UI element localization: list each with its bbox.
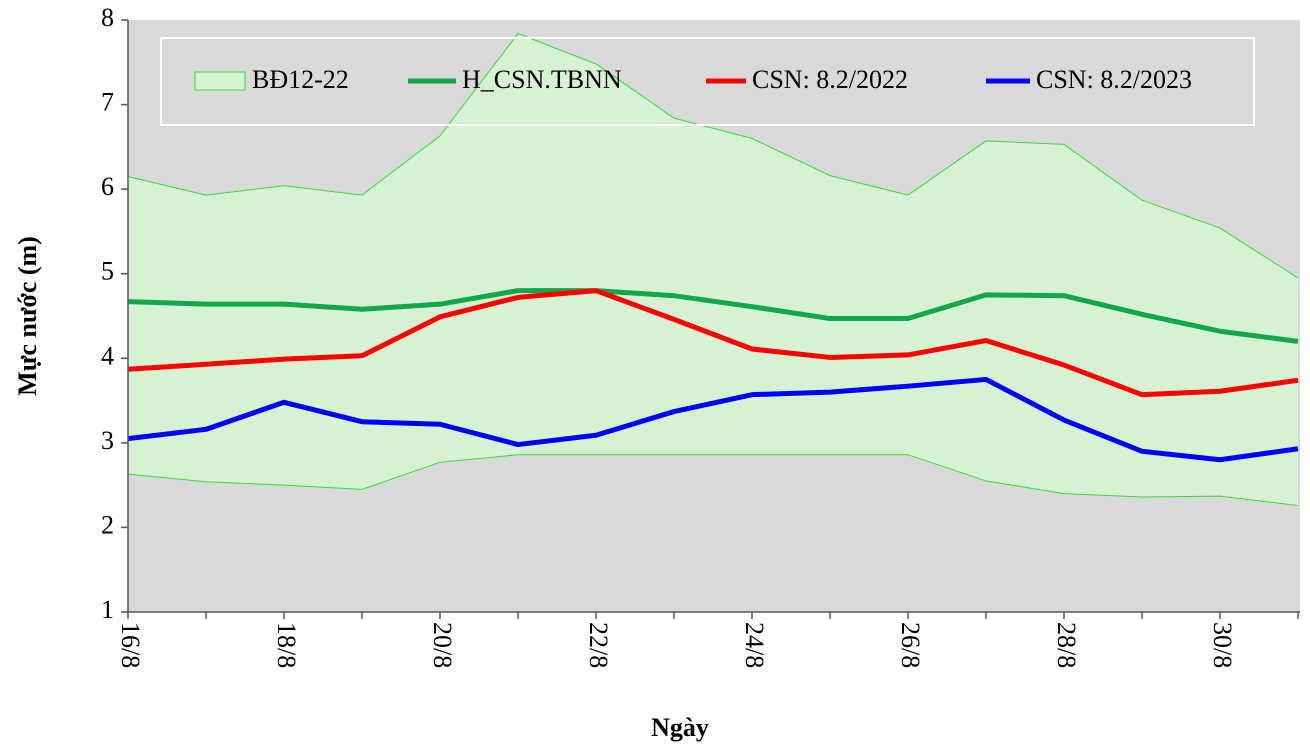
legend-box bbox=[160, 37, 1255, 126]
y-tick-label: 5 bbox=[101, 257, 114, 286]
x-tick-label: 30/8 bbox=[1208, 622, 1237, 668]
band-edge bbox=[127, 32, 1299, 279]
y-tick-label: 2 bbox=[101, 510, 114, 539]
band-edge bbox=[127, 454, 1299, 506]
x-tick-label: 16/8 bbox=[116, 622, 145, 668]
legend-label: CSN: 8.2/2023 bbox=[1036, 65, 1192, 94]
x-tick-label: 28/8 bbox=[1052, 622, 1081, 668]
y-tick-label: 8 bbox=[101, 3, 114, 32]
x-tick-label: 18/8 bbox=[272, 622, 301, 668]
y-tick-label: 6 bbox=[101, 172, 114, 201]
line bbox=[127, 288, 1299, 398]
line bbox=[127, 288, 1299, 344]
x-tick-label: 22/8 bbox=[584, 622, 613, 668]
line bbox=[127, 376, 1299, 463]
y-tick-label: 1 bbox=[101, 595, 114, 624]
x-tick-label: 20/8 bbox=[428, 622, 457, 668]
legend-label: BĐ12-22 bbox=[252, 65, 349, 94]
legend-label: CSN: 8.2/2022 bbox=[752, 65, 908, 94]
legend-label: H_CSN.TBNN bbox=[462, 65, 622, 94]
x-tick-label: 24/8 bbox=[740, 622, 769, 668]
y-tick-label: 7 bbox=[101, 88, 114, 117]
y-axis-title: Mực nước (m) bbox=[13, 236, 42, 396]
x-axis-title: Ngày bbox=[651, 713, 709, 742]
y-tick-label: 4 bbox=[101, 341, 114, 370]
y-tick-label: 3 bbox=[101, 426, 114, 455]
legend-swatch bbox=[194, 71, 246, 91]
x-tick-label: 26/8 bbox=[896, 622, 925, 668]
